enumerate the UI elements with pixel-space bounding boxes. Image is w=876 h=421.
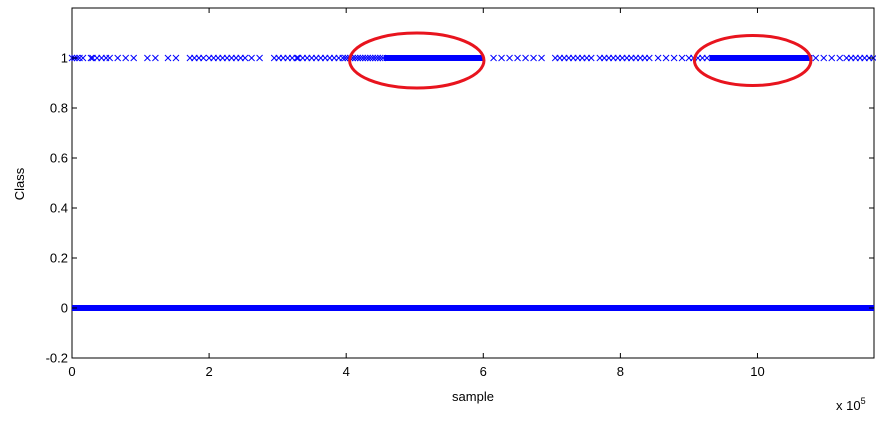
y-axis-ticks: -0.2 0 0.2 0.4 0.6 0.8 1 (46, 51, 874, 366)
data-point-x-marker (490, 54, 497, 62)
x-tick-label: 0 (68, 364, 75, 379)
data-point-x-marker (152, 54, 159, 62)
data-point-x-marker (530, 54, 537, 62)
data-point-x-marker (670, 54, 678, 62)
data-point-x-marker (122, 54, 130, 62)
data-point-x-marker (114, 54, 122, 62)
x-tick-label: 2 (205, 364, 212, 379)
x-axis-label: sample (452, 389, 494, 404)
data-point-x-marker (587, 54, 595, 62)
y-tick-label: 1 (61, 51, 68, 66)
x-tick-label: 10 (750, 364, 764, 379)
data-point-x-marker (820, 54, 828, 62)
data-point-x-marker (359, 54, 367, 62)
data-point-x-marker (662, 54, 670, 62)
dense-point-band (383, 55, 484, 61)
y-tick-label: 0.2 (50, 251, 68, 266)
data-point-x-marker (703, 54, 711, 62)
y-tick-label: 0 (61, 301, 68, 316)
data-point-x-marker (248, 54, 255, 62)
x-axis-ticks: 0 2 4 6 8 10 (68, 8, 765, 379)
x-tick-label: 4 (343, 364, 350, 379)
data-point-x-marker (354, 54, 362, 62)
data-point-x-marker (364, 54, 372, 62)
data-points (68, 54, 876, 311)
y-tick-label: 0.4 (50, 201, 68, 216)
plot-area (71, 7, 875, 359)
class-1-points (68, 54, 876, 62)
x-tick-label: 8 (617, 364, 624, 379)
data-point-x-marker (106, 54, 114, 62)
data-point-x-marker (654, 54, 662, 62)
data-point-x-marker (538, 54, 545, 62)
data-point-x-marker (506, 54, 513, 62)
data-point-x-marker (356, 54, 364, 62)
data-point-x-marker (361, 54, 369, 62)
x-axis-multiplier-exponent: 5 (861, 396, 866, 406)
data-point-x-marker (498, 54, 505, 62)
data-point-x-marker (374, 54, 382, 62)
data-point-x-marker (812, 54, 820, 62)
data-point-x-marker (371, 54, 379, 62)
data-point-x-marker (87, 54, 95, 62)
data-point-x-marker (241, 54, 249, 62)
dense-point-band (709, 55, 813, 61)
data-point-x-marker (351, 54, 359, 62)
y-tick-label: 0.8 (50, 101, 68, 116)
data-point-x-marker (79, 54, 87, 62)
y-tick-label: 0.6 (50, 151, 68, 166)
data-point-x-marker (366, 54, 374, 62)
data-point-x-marker (341, 54, 349, 62)
data-point-x-marker (836, 54, 844, 62)
data-point-x-marker (144, 54, 151, 62)
data-point-x-marker (200, 54, 207, 62)
data-point-x-marker (339, 54, 347, 62)
highlight-ellipse (348, 31, 486, 90)
x-axis-multiplier: x 105 (836, 396, 866, 413)
data-point-x-marker (828, 54, 836, 62)
data-point-x-marker (678, 54, 686, 62)
x-axis-multiplier-base: x 10 (836, 398, 861, 413)
data-point-x-marker (514, 54, 521, 62)
y-tick-label: -0.2 (46, 351, 68, 366)
data-point-x-marker (172, 54, 180, 62)
x-tick-label: 6 (480, 364, 487, 379)
data-point-x-marker (522, 54, 529, 62)
data-point-x-marker (376, 54, 384, 62)
highlight-ellipse (692, 34, 813, 87)
y-axis-label: Class (12, 167, 27, 200)
data-point-x-marker (645, 54, 653, 62)
data-point-x-marker (256, 54, 263, 62)
data-point-x-marker (369, 54, 377, 62)
data-point-x-marker (130, 54, 138, 62)
class-0-points (72, 305, 874, 311)
data-point-x-marker (164, 54, 172, 62)
data-point-x-marker (293, 54, 301, 62)
annotations (348, 31, 813, 90)
